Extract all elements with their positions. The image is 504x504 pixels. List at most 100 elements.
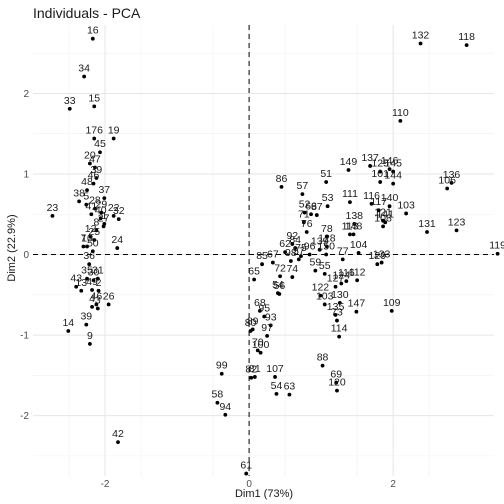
point-label: 1	[101, 210, 107, 222]
data-point	[262, 314, 267, 319]
data-point	[85, 188, 89, 192]
y-tick-label: 0	[23, 250, 29, 261]
point-label: 26	[103, 290, 115, 302]
data-point	[293, 246, 298, 250]
point-label: 96	[304, 241, 316, 253]
data-point	[339, 281, 344, 286]
y-tick-label: 2	[23, 89, 29, 100]
data-point	[445, 186, 450, 191]
point-label: 36	[83, 250, 95, 262]
data-point	[296, 257, 301, 262]
data-point	[87, 262, 92, 267]
point-label: 70	[252, 336, 264, 348]
data-point	[94, 228, 99, 233]
data-point	[106, 302, 111, 307]
point-label: 94	[219, 401, 231, 413]
point-label: 68	[254, 297, 266, 309]
x-tick-label: 0	[246, 479, 252, 490]
point-label: 12	[85, 223, 97, 235]
data-point	[99, 210, 104, 215]
point-label: 120	[328, 377, 346, 389]
data-point	[324, 234, 329, 239]
data-point	[249, 375, 254, 380]
data-point	[92, 238, 97, 242]
x-tick-label: -2	[101, 479, 110, 490]
point-label: 29	[96, 199, 108, 211]
data-point	[277, 292, 282, 296]
point-label: 106	[438, 174, 456, 186]
point-label: 20	[84, 150, 96, 162]
y-axis-ticks: -2 -1 0 1 2	[20, 89, 29, 422]
data-point	[244, 471, 249, 476]
data-point	[287, 392, 292, 397]
point-label: 53	[322, 192, 334, 204]
point-label: 78	[321, 223, 333, 235]
point-label: 98	[285, 247, 297, 259]
data-point	[398, 118, 403, 123]
point-label: 4	[89, 293, 95, 305]
point-label: 149	[340, 156, 358, 168]
data-point	[378, 180, 383, 184]
point-label: 61	[240, 460, 252, 472]
data-point	[260, 262, 264, 267]
data-point	[74, 284, 79, 289]
data-point	[348, 200, 352, 205]
x-axis-title: Dim1 (73%)	[235, 488, 293, 500]
y-tick-label: -1	[20, 331, 29, 342]
point-label: 136	[443, 169, 461, 181]
point-label: 123	[448, 216, 466, 228]
point-label: 69	[330, 369, 342, 381]
data-point	[252, 277, 257, 282]
data-point	[340, 257, 345, 262]
point-label: 55	[319, 260, 331, 272]
point-label: 88	[317, 352, 329, 364]
data-point	[92, 104, 97, 109]
data-point	[309, 212, 313, 217]
point-label: 132	[412, 30, 430, 42]
data-point	[352, 222, 357, 226]
point-label: 13	[75, 277, 87, 289]
data-point	[302, 210, 307, 215]
point-label: 86	[276, 173, 288, 185]
data-point	[313, 268, 318, 273]
point-label: 103	[397, 199, 415, 211]
point-label: 65	[248, 265, 260, 277]
data-point	[84, 202, 89, 207]
data-point	[464, 43, 469, 48]
point-label: 40	[95, 204, 107, 216]
point-label: 41	[86, 200, 98, 212]
data-point	[307, 252, 312, 257]
point-label: 32	[113, 205, 125, 217]
data-point	[418, 41, 423, 46]
data-point	[96, 288, 101, 293]
data-point	[335, 318, 339, 323]
data-point	[66, 329, 71, 333]
data-point	[101, 224, 106, 229]
data-point	[255, 348, 260, 353]
point-label: 117	[370, 196, 387, 208]
point-label: 147	[348, 298, 366, 310]
data-point	[301, 220, 306, 225]
data-point	[333, 313, 338, 317]
data-point	[111, 136, 116, 141]
data-point	[94, 176, 99, 180]
point-label: 48	[81, 176, 93, 188]
grid-minor	[33, 25, 494, 476]
point-label: 45	[94, 138, 106, 150]
point-label: 42	[112, 428, 124, 440]
x-tick-label: 2	[390, 479, 396, 490]
data-point	[111, 213, 116, 218]
point-label: 128	[318, 232, 336, 244]
point-label: 139	[311, 236, 329, 248]
point-label: 122	[312, 282, 330, 294]
point-label: 130	[331, 289, 349, 301]
point-label: 2	[96, 277, 102, 289]
data-point	[92, 136, 97, 141]
point-label: 148	[345, 220, 363, 232]
data-point	[85, 276, 89, 281]
data-point	[314, 213, 319, 217]
data-point	[387, 167, 392, 172]
data-point	[317, 247, 322, 252]
point-label: 82	[245, 364, 257, 376]
